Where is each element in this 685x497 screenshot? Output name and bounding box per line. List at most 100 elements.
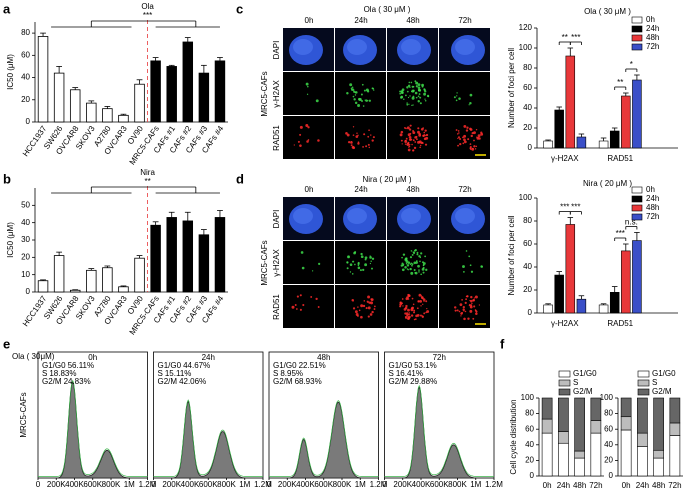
focus-dot (407, 96, 410, 99)
focus-dot (407, 315, 411, 319)
focus-dot (411, 89, 415, 93)
bar (134, 83, 145, 123)
image-cell (335, 241, 386, 284)
bar (598, 304, 609, 314)
focus-dot (424, 129, 427, 132)
x-tick-label: 600K (199, 480, 218, 489)
focus-dot (463, 134, 467, 138)
fit-line (153, 399, 263, 477)
focus-dot (470, 134, 473, 138)
legend-swatch (558, 379, 571, 387)
focus-dot (410, 314, 414, 317)
focus-dot (413, 261, 417, 265)
phase-name: G1/G0 (389, 361, 413, 370)
phase-stat: G2/M 68.93% (273, 377, 322, 386)
focus-dot (456, 95, 458, 97)
legend-label: S (652, 378, 657, 387)
focus-dot (470, 299, 473, 303)
focus-dot (406, 314, 409, 317)
phase-name: G1/G0 (42, 361, 66, 370)
bar (150, 224, 161, 293)
focus-dot (408, 135, 412, 139)
focus-dot (346, 92, 349, 95)
focus-dot (359, 269, 362, 272)
bar (118, 114, 129, 123)
focus-dot (365, 307, 368, 310)
focus-dot (423, 300, 425, 302)
panel-label: d (236, 171, 244, 186)
y-tick-label: 40 (523, 262, 532, 271)
focus-dot (350, 89, 353, 91)
focus-dot (414, 249, 417, 252)
focus-dot (408, 128, 412, 131)
focus-dot (419, 146, 421, 149)
bar (621, 250, 631, 314)
legend-swatch (631, 204, 643, 212)
column-label: 24h (354, 185, 367, 194)
chart-title: Ola ( 30μM) (12, 352, 55, 361)
legend-label: 72h (646, 42, 659, 51)
nucleus-highlight (401, 208, 421, 224)
focus-dot (361, 100, 363, 102)
focus-dot (401, 262, 404, 265)
phase-value: 18.83% (49, 369, 76, 378)
focus-dot (412, 85, 415, 88)
chart-title: Nira ( 20 μM ) (583, 179, 632, 188)
x-tick-label: 72h (589, 481, 602, 490)
focus-dot (418, 293, 422, 297)
row-label: RAD51 (272, 294, 281, 320)
focus-dot (453, 96, 456, 99)
histogram-area (38, 380, 148, 479)
focus-dot (293, 144, 295, 146)
bar (37, 36, 49, 123)
image-cell (283, 285, 334, 328)
chart-title: Ola (141, 2, 154, 11)
focus-dot (414, 80, 417, 83)
nucleus-highlight (293, 39, 313, 55)
y-tick-label: 100 (600, 393, 614, 402)
focus-dot (410, 138, 413, 141)
phase-name: G2/M (158, 377, 178, 386)
focus-dot (353, 90, 356, 93)
y-tick-label: 0 (528, 143, 533, 152)
x-tick-label: RAD51 (607, 319, 633, 328)
focus-dot (371, 139, 374, 142)
focus-dot (424, 143, 428, 146)
phase-name: G2/M (389, 377, 409, 386)
focus-dot (423, 92, 426, 96)
phase-stat: G2/M 24.83% (42, 377, 91, 386)
focus-dot (420, 273, 423, 276)
focus-dot (453, 306, 457, 309)
focus-dot (423, 134, 426, 136)
x-tick-label: 1M (124, 480, 135, 489)
x-tick-label: γ-H2AX (551, 154, 579, 163)
focus-dot (410, 262, 413, 265)
focus-dot (357, 306, 359, 308)
x-tick-label: 200K (393, 480, 412, 489)
focus-dot (360, 255, 364, 259)
focus-dot (416, 251, 419, 254)
focus-dot (422, 271, 425, 274)
focus-dot (407, 298, 410, 300)
panel-time: 72h (433, 353, 446, 362)
focus-dot (354, 251, 357, 253)
bar (576, 136, 587, 149)
focus-dot (411, 253, 414, 256)
focus-dot (417, 130, 420, 134)
y-tick-label: 80 (523, 216, 532, 225)
bar (198, 234, 210, 293)
focus-dot (405, 304, 408, 308)
bar-segment (637, 432, 648, 447)
focus-dot (346, 261, 349, 264)
focus-dot (369, 313, 373, 316)
bar (182, 220, 194, 293)
focus-dot (475, 310, 478, 313)
focus-dot (469, 299, 471, 302)
focus-dot (469, 304, 473, 307)
focus-dot (412, 251, 416, 254)
column-label: 48h (406, 185, 419, 194)
x-tick-label: 0h (622, 481, 631, 490)
focus-dot (351, 145, 355, 149)
focus-dot (472, 298, 476, 302)
